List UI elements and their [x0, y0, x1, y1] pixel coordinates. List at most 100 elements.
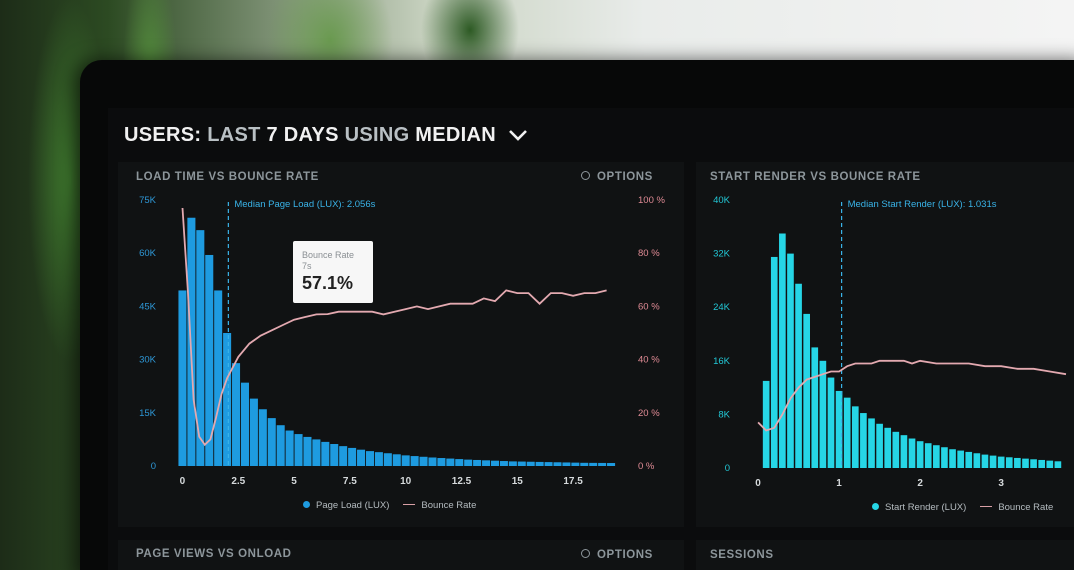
render-chart-legend: Start Render (LUX) Bounce Rate: [872, 502, 1053, 513]
bar: [1005, 457, 1013, 468]
legend-bar-swatch: [872, 502, 879, 510]
y2-tick-label: 80 %: [638, 248, 660, 259]
legend-bar-swatch: [303, 500, 310, 508]
dashboard-title[interactable]: USERS: LAST 7 DAYS USING MEDIAN: [124, 124, 528, 147]
bar: [508, 461, 517, 466]
legend-bar-label: Page Load (LUX): [316, 500, 390, 511]
bar: [535, 461, 544, 466]
x-tick-label: 0: [180, 476, 186, 487]
bar: [989, 455, 997, 468]
bar: [981, 454, 989, 468]
y2-tick-label: 100 %: [638, 195, 665, 206]
bounce-rate-line: [757, 359, 1067, 432]
x-tick-label: 2: [917, 478, 923, 489]
bar: [973, 453, 981, 468]
y-tick-label: 30K: [139, 355, 157, 366]
bar: [437, 458, 446, 466]
y-tick-label: 40K: [713, 195, 731, 206]
y-tick-label: 45K: [139, 301, 157, 312]
bar: [455, 459, 464, 466]
legend-line-label: Bounce Rate: [998, 502, 1054, 513]
bar: [965, 451, 973, 468]
bar: [957, 450, 964, 468]
legend-line-swatch: [403, 503, 416, 506]
bar: [232, 363, 241, 466]
options-icon: [581, 171, 590, 181]
median-label: Median Page Load (LUX): 2.056s: [234, 199, 375, 210]
bar: [941, 447, 948, 468]
sessions-panel-title: SESSIONS: [710, 549, 774, 561]
pageviews-options-button[interactable]: OPTIONS: [581, 549, 653, 561]
bar: [900, 435, 908, 468]
start-render-panel-title: START RENDER VS BOUNCE RATE: [710, 171, 921, 183]
title-period: 7 DAYS: [266, 124, 339, 146]
bar: [819, 360, 827, 468]
options-label: OPTIONS: [597, 549, 653, 561]
bar: [178, 290, 187, 466]
bar: [249, 398, 258, 466]
bar: [526, 461, 535, 466]
y-tick-label: 24K: [713, 302, 731, 313]
bar: [312, 439, 321, 466]
bar: [348, 447, 357, 466]
bar: [410, 456, 419, 466]
bar: [1014, 457, 1021, 468]
bar: [383, 453, 392, 466]
load-chart-legend: Page Load (LUX) Bounce Rate: [303, 500, 476, 511]
load-options-button[interactable]: OPTIONS: [581, 171, 653, 183]
bar: [827, 377, 835, 468]
bar: [446, 458, 455, 466]
bar: [205, 254, 214, 466]
bar: [276, 425, 285, 466]
bar: [428, 457, 437, 466]
y2-tick-label: 40 %: [638, 355, 660, 366]
bar: [562, 462, 571, 466]
title-users: USERS:: [124, 124, 202, 146]
y2-tick-label: 20 %: [638, 408, 660, 419]
bar: [1046, 460, 1054, 468]
x-tick-label: 7.5: [343, 476, 357, 487]
bar: [490, 460, 500, 466]
y-tick-label: 8K: [718, 409, 730, 420]
bar: [835, 390, 843, 468]
x-tick-label: 15: [512, 476, 524, 487]
bar: [240, 382, 249, 466]
load-time-panel-title: LOAD TIME VS BOUNCE RATE: [136, 171, 319, 183]
bar: [464, 459, 473, 466]
bar: [544, 462, 553, 466]
bar: [851, 406, 859, 468]
bar: [795, 283, 802, 468]
bar: [860, 413, 867, 468]
x-tick-label: 1: [836, 478, 842, 489]
bar: [517, 461, 526, 466]
bar: [949, 449, 956, 468]
bar: [580, 462, 589, 466]
bar: [607, 463, 616, 466]
bar: [553, 462, 562, 466]
tooltip-value: 57.1%: [302, 273, 354, 293]
y-tick-label: 75K: [139, 195, 157, 206]
bar: [924, 443, 932, 468]
title-last: LAST: [207, 124, 261, 146]
legend-line-label: Bounce Rate: [421, 500, 477, 511]
bar: [843, 397, 851, 468]
y-tick-label: 32K: [713, 249, 731, 260]
bar: [294, 434, 303, 466]
x-tick-label: 10: [400, 476, 412, 487]
x-tick-label: 0: [755, 478, 761, 489]
x-tick-label: 5: [291, 476, 297, 487]
y-tick-label: 15K: [139, 408, 157, 419]
bar: [876, 423, 883, 468]
bar: [571, 462, 580, 466]
bar: [770, 256, 778, 468]
bar: [1030, 459, 1037, 468]
bar: [779, 233, 786, 468]
bar: [365, 451, 374, 466]
title-metric: MEDIAN: [415, 124, 496, 146]
bar: [598, 462, 607, 466]
bar: [267, 418, 276, 466]
chevron-down-icon[interactable]: [508, 124, 528, 147]
page-views-panel-title: PAGE VIEWS VS ONLOAD: [136, 548, 292, 560]
tooltip-label: Bounce Rate: [302, 250, 355, 260]
bar: [330, 444, 339, 466]
